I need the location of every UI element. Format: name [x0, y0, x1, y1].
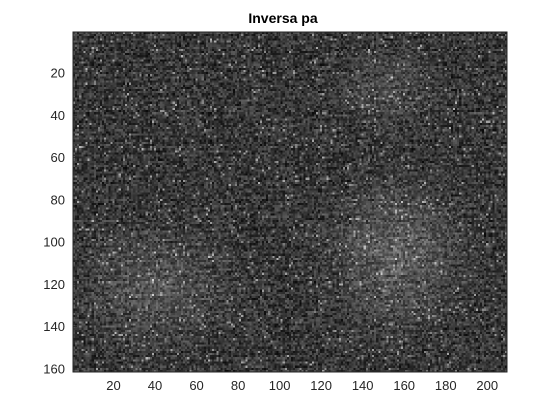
x-tick-label: 80 [231, 378, 245, 393]
x-tick-label: 140 [352, 378, 374, 393]
y-tick-label: 120 [43, 277, 65, 292]
grayscale-image [73, 32, 507, 372]
x-tick-label: 160 [393, 378, 415, 393]
x-tick-label: 180 [435, 378, 457, 393]
y-tick-label: 40 [51, 108, 65, 123]
x-tick-label: 60 [189, 378, 203, 393]
y-tick-label: 80 [51, 192, 65, 207]
axes-box [72, 31, 508, 373]
x-tick-label: 20 [106, 378, 120, 393]
y-tick-label: 160 [43, 361, 65, 376]
y-axis: 20 40 60 80 100 120 140 160 [43, 66, 507, 376]
image-area [73, 32, 507, 372]
x-tick-label: 40 [148, 378, 162, 393]
x-tick-label: 200 [476, 378, 498, 393]
y-tick-label: 20 [51, 66, 65, 81]
x-tick-label: 100 [269, 378, 291, 393]
plot-title: Inversa pa [248, 10, 317, 26]
x-tick-label: 120 [310, 378, 332, 393]
y-tick-label: 100 [43, 235, 65, 250]
x-axis: 20 40 60 80 100 120 140 160 180 200 [106, 32, 498, 393]
y-tick-label: 140 [43, 319, 65, 334]
y-tick-label: 60 [51, 150, 65, 165]
